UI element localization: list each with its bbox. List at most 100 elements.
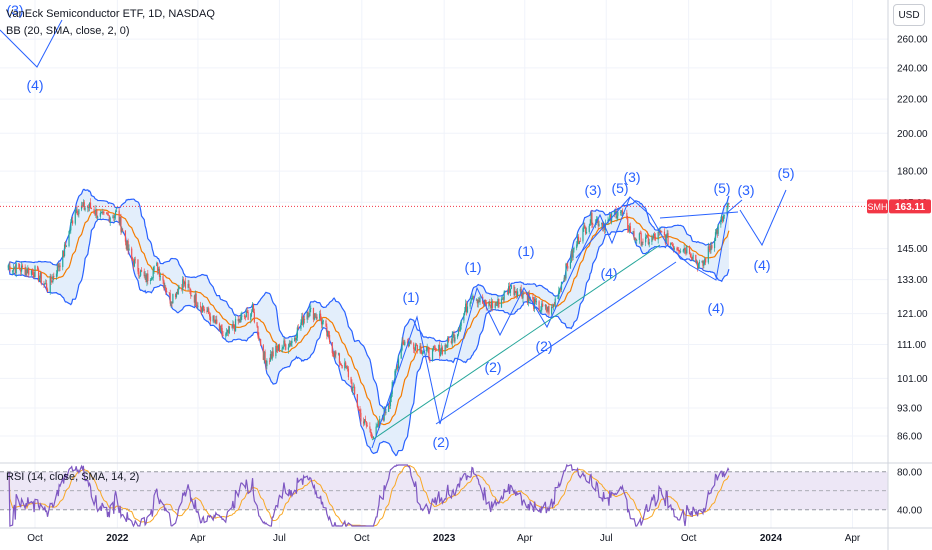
candle-body [190, 289, 192, 296]
candle-body [517, 291, 519, 297]
candle-body [72, 220, 74, 224]
candle-body [477, 300, 479, 304]
candle-body [295, 337, 298, 341]
price-tick-label: 145.00 [897, 244, 928, 255]
candle-body [163, 280, 165, 289]
candle-body [75, 209, 77, 213]
candle-body [31, 270, 33, 272]
candle-body [463, 313, 465, 321]
candle-body [658, 231, 660, 233]
candle-body [168, 292, 170, 294]
candle-body [686, 246, 688, 254]
candle-body [20, 265, 23, 272]
candle-body [278, 344, 281, 352]
candle-body [265, 360, 267, 367]
candle-body [564, 277, 566, 279]
candle-body [356, 394, 358, 407]
candle-body [122, 230, 124, 232]
candle-body [407, 341, 409, 347]
candle-body [328, 334, 331, 343]
wave-line [739, 189, 787, 247]
candle-body [250, 313, 252, 320]
candle-body [591, 212, 593, 225]
candle-body [576, 244, 578, 249]
candle-body [666, 233, 668, 235]
candle-body [288, 342, 290, 348]
rsi-label[interactable]: RSI (14, close, SMA, 14, 2) [6, 471, 140, 483]
indicator-label[interactable]: BB (20, SMA, close, 2, 0) [6, 25, 130, 37]
candle-body [121, 230, 123, 232]
candle-body [471, 297, 473, 301]
candle-body [281, 348, 283, 352]
price-tick-label: 260.00 [897, 35, 928, 46]
candle-body [670, 243, 672, 246]
candle-body [287, 347, 289, 350]
candle-body [613, 212, 615, 214]
candle-body [269, 354, 272, 361]
candle-body [695, 254, 697, 263]
candle-body [683, 248, 685, 251]
candle-body [87, 207, 89, 209]
candle-body [465, 303, 468, 313]
candle-body [498, 299, 500, 308]
candle-body [679, 251, 681, 252]
candle-body [632, 231, 634, 233]
candle-body [570, 250, 572, 263]
candle-body [208, 314, 211, 317]
candle-body [472, 296, 474, 298]
candle-body [51, 281, 53, 282]
candle-body [157, 268, 160, 271]
candle-body [20, 269, 22, 272]
candle-body [174, 293, 177, 298]
candle-body [212, 315, 214, 322]
time-tick-label: Jul [600, 533, 613, 544]
candle-body [608, 218, 610, 220]
candle-body [559, 288, 561, 291]
currency-button[interactable]: USD [893, 4, 925, 26]
candle-body [394, 371, 396, 382]
candle-body [645, 236, 647, 243]
candle-body [390, 393, 392, 398]
symbol-badge [867, 199, 888, 214]
candle-body [144, 275, 146, 277]
candle-body [252, 304, 255, 313]
candle-body [540, 309, 542, 311]
candle-body [99, 212, 101, 217]
candle-body [494, 303, 496, 308]
candle-body [660, 230, 662, 232]
candle-body [113, 216, 115, 218]
candle-body [370, 428, 372, 433]
candle-body [27, 268, 29, 274]
candle-body [446, 346, 448, 348]
candle-body [614, 210, 616, 213]
candle-body [335, 351, 337, 355]
candle-body [149, 279, 152, 281]
candle-body [108, 215, 110, 222]
candle-body [107, 214, 110, 216]
candle-body [297, 327, 299, 330]
candle-body [388, 405, 390, 412]
candle-body [32, 271, 34, 276]
candle-body [234, 327, 236, 332]
candle-body [491, 301, 494, 308]
candle-body [139, 275, 141, 277]
candle-body [508, 286, 510, 295]
candle-body [13, 267, 16, 269]
bb-basis [7, 209, 730, 426]
candle-body [491, 301, 493, 308]
candle-body [609, 214, 611, 219]
time-tick-label: Oct [27, 533, 43, 544]
candle-body [291, 341, 293, 343]
candle-body [451, 335, 453, 344]
candle-body [720, 220, 722, 225]
candle-body [479, 296, 481, 303]
wave-labels: (3)(4)(1)(2)(1)(2)(1)(2)(3) (5)(3)(4)(4)(… [6, 2, 794, 450]
candle-body [702, 261, 704, 266]
candle-body [213, 315, 215, 320]
candle-body [433, 346, 435, 348]
price-tick-label: 93.00 [897, 403, 922, 414]
candle-body [440, 347, 443, 352]
candle-body [195, 293, 197, 305]
